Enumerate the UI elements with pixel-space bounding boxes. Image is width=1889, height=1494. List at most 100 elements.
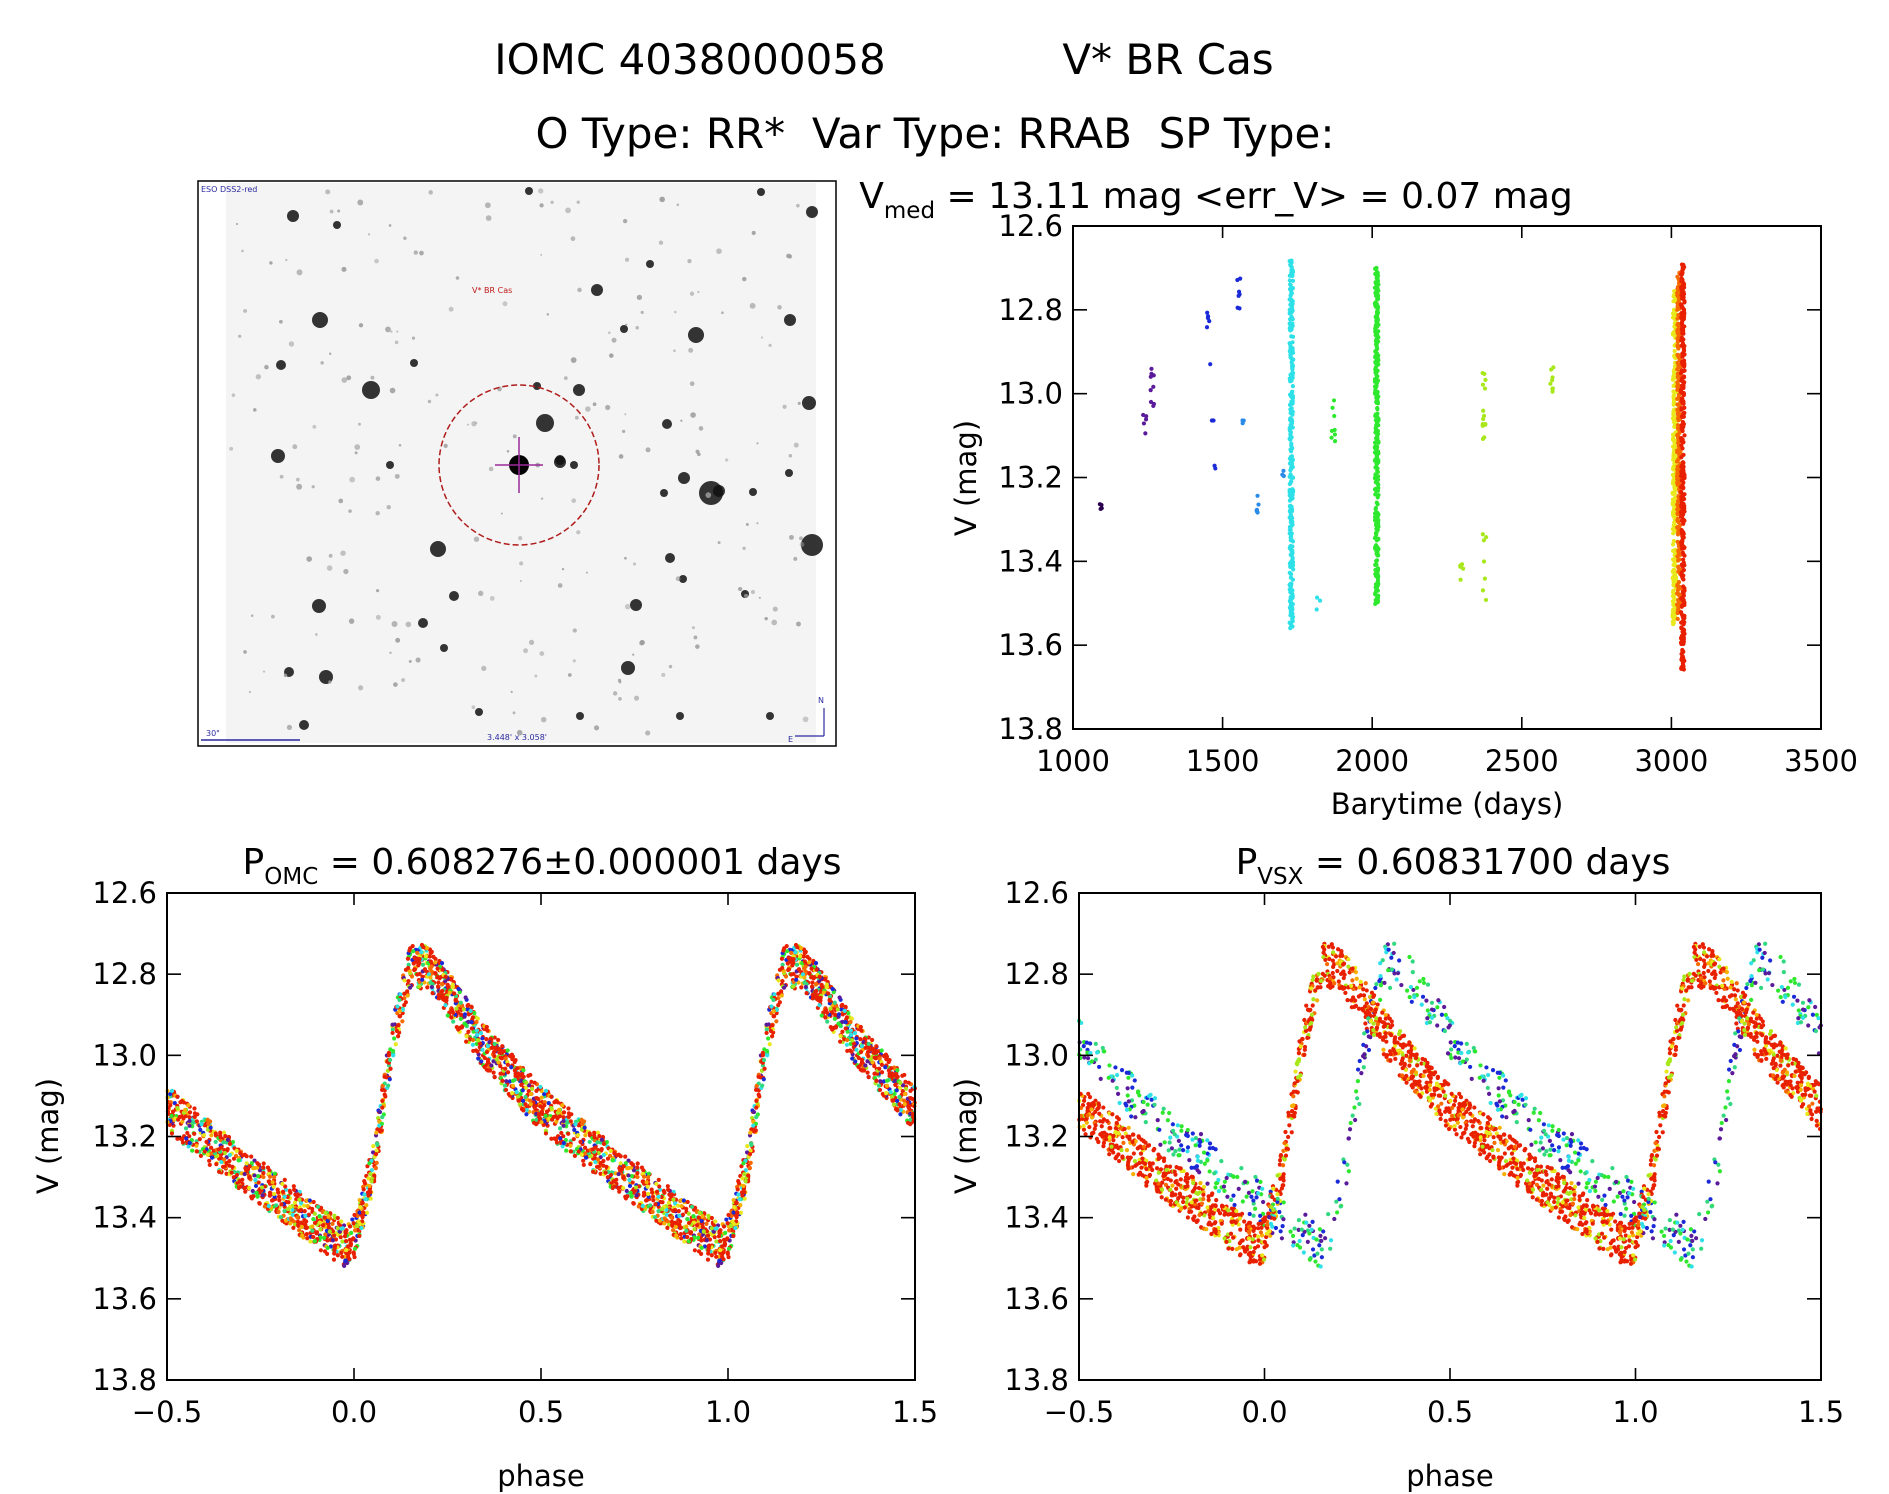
data-point [361, 1187, 366, 1192]
data-point [252, 1173, 257, 1178]
faint-star [611, 337, 617, 343]
data-point [1373, 465, 1378, 470]
data-point [1675, 518, 1680, 523]
data-point [666, 1200, 671, 1205]
data-point [471, 1048, 476, 1054]
data-point [1675, 396, 1680, 401]
faint-star [758, 596, 761, 599]
data-point [854, 1036, 859, 1041]
data-point [393, 1042, 398, 1047]
star-field [229, 187, 823, 736]
data-point [1679, 335, 1684, 340]
data-point [489, 1063, 494, 1068]
data-point [293, 1192, 298, 1197]
data-point [443, 1003, 448, 1008]
data-point [310, 1224, 315, 1229]
data-point [1288, 459, 1294, 465]
data-point [1148, 399, 1154, 405]
data-point [1550, 389, 1555, 394]
faint-star [570, 236, 576, 242]
faint-star [419, 250, 424, 256]
data-point [172, 1101, 177, 1106]
data-point [1681, 630, 1687, 635]
data-point [197, 1137, 202, 1142]
data-point [352, 1212, 357, 1218]
data-point [874, 1078, 879, 1083]
star [621, 661, 635, 675]
data-point [630, 1162, 636, 1167]
data-point [866, 1075, 871, 1080]
sky-image-panel: ESO DSS2-red V* BR Cas 30" 3.448' x 3.05… [197, 180, 837, 747]
data-point [700, 1213, 705, 1219]
data-point [492, 1041, 497, 1047]
data-point [440, 967, 445, 972]
data-point [1255, 493, 1260, 498]
data-point [198, 1127, 203, 1133]
x-tick-label: 0.0 [331, 1395, 377, 1429]
faint-star [328, 352, 332, 355]
data-point [520, 1088, 525, 1093]
star [646, 260, 654, 268]
data-point [516, 1098, 521, 1103]
data-point [379, 1087, 385, 1092]
data-point [1680, 426, 1685, 431]
data-point [901, 1098, 907, 1103]
data-point [1679, 656, 1685, 662]
data-point [538, 1084, 543, 1089]
data-point [798, 945, 804, 951]
data-point [218, 1135, 223, 1140]
x-tick-label: 1.5 [892, 1395, 938, 1429]
data-point [705, 1257, 711, 1262]
faint-star [793, 556, 798, 561]
data-point [1679, 276, 1684, 281]
data-point [1375, 469, 1380, 475]
data-point [1672, 559, 1677, 564]
data-point [902, 1102, 907, 1107]
data-point [571, 1137, 576, 1142]
data-point [649, 1187, 654, 1192]
data-point [1281, 468, 1286, 473]
data-point [542, 1103, 547, 1108]
data-point [835, 1007, 840, 1012]
star [418, 618, 428, 628]
phase-omc-ylabel: V (mag) [31, 1078, 65, 1194]
data-point [709, 1226, 714, 1231]
data-point [678, 1225, 684, 1230]
data-point [482, 1064, 487, 1069]
data-point [566, 1114, 571, 1119]
data-point [352, 1246, 358, 1251]
data-point [469, 1020, 474, 1025]
data-point [449, 1015, 454, 1020]
data-point [1288, 543, 1293, 549]
data-point [366, 1176, 371, 1181]
data-point [1281, 473, 1286, 479]
data-point [731, 1233, 736, 1239]
data-point [1375, 596, 1380, 602]
data-point [579, 1152, 584, 1157]
faint-star [235, 222, 239, 226]
data-point [253, 1177, 258, 1183]
data-point [877, 1056, 882, 1061]
phase-omc-title-sub: OMC [264, 864, 318, 890]
data-point [247, 1185, 252, 1191]
data-point [728, 1223, 734, 1228]
data-point [343, 1238, 349, 1244]
data-point [1374, 427, 1379, 433]
data-point [216, 1169, 222, 1174]
data-point [1288, 552, 1294, 557]
faint-star [760, 336, 764, 339]
data-point [716, 1234, 722, 1239]
data-point [1254, 508, 1259, 513]
data-point [1375, 516, 1380, 521]
data-point [475, 1049, 480, 1054]
faint-star [354, 444, 361, 450]
faint-star [510, 690, 513, 693]
data-point [428, 966, 433, 971]
data-point [559, 1130, 564, 1136]
faint-star [772, 606, 778, 612]
data-point [339, 1250, 344, 1256]
data-point [679, 1236, 684, 1241]
data-point [799, 985, 804, 990]
data-point [1671, 393, 1677, 398]
data-point [1376, 288, 1381, 293]
